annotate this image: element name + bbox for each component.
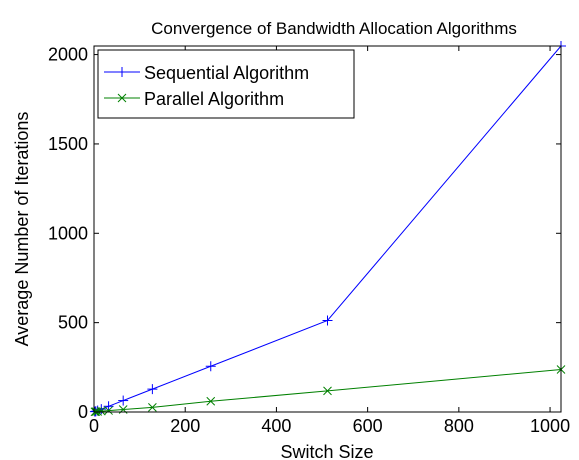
data-point [322,315,333,326]
x-tick-label: 200 [170,416,200,436]
chart-title: Convergence of Bandwidth Allocation Algo… [151,19,517,38]
legend-marker [117,67,127,77]
legend-label: Parallel Algorithm [144,89,284,109]
y-axis-label: Average Number of Iterations [12,112,32,347]
legend-label: Sequential Algorithm [144,63,309,83]
y-tick-label: 500 [58,313,88,333]
data-point [206,396,216,406]
x-tick-label: 800 [444,416,474,436]
y-tick-label: 1500 [48,134,88,154]
legend-item: Sequential Algorithm [104,63,309,83]
data-point [103,401,114,412]
x-axis: 0 200 400 600 800 1000 [89,46,570,436]
x-tick-label: 0 [89,416,99,436]
y-tick-label: 1000 [48,223,88,243]
data-point [93,407,103,416]
data-point [118,395,129,406]
y-axis: 0 500 1000 1500 2000 [48,45,561,422]
legend: Sequential Algorithm Parallel Algorithm [97,49,355,119]
data-point [205,361,216,372]
legend-item: Parallel Algorithm [104,89,284,109]
x-tick-label: 1000 [530,416,570,436]
x-axis-label: Switch Size [280,442,373,460]
series-2 [90,365,566,417]
data-point [148,402,157,412]
y-tick-label: 2000 [48,45,88,65]
data-point [104,406,113,415]
legend-box [97,49,355,119]
y-tick-label: 0 [78,402,88,422]
axes-box [93,45,562,413]
x-tick-label: 400 [261,416,291,436]
data-point [147,384,158,395]
legend-marker [117,93,127,103]
data-point [323,386,332,396]
data-point [96,406,106,416]
x-tick-label: 600 [353,416,383,436]
